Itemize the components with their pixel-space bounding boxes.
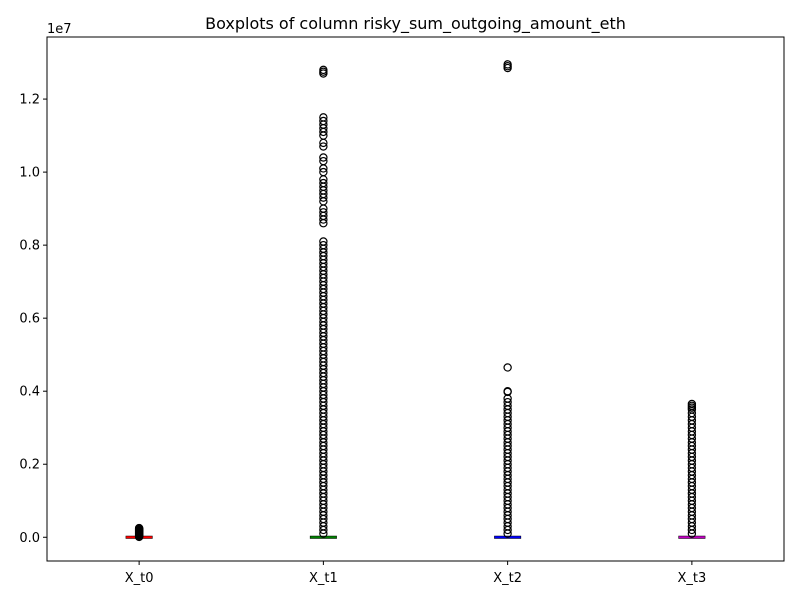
outlier-point	[319, 219, 328, 228]
outlier-point	[319, 138, 328, 148]
y-axis-scale-label: 1e7	[47, 22, 72, 37]
outlier-point	[319, 193, 328, 202]
outlier-point	[319, 127, 328, 137]
y-tick-label: 0.2	[19, 458, 40, 473]
y-tick-label: 0.4	[19, 385, 40, 400]
chart-title: Boxplots of column risky_sum_outgoing_am…	[205, 14, 626, 34]
x-tick-label: X_t0	[125, 571, 154, 586]
outlier-point	[319, 153, 328, 162]
box-X_t1	[309, 65, 337, 539]
outlier-point	[687, 529, 697, 538]
outlier-point	[503, 63, 512, 73]
outlier-point	[503, 363, 512, 372]
plot-area: 0.0 0.2 0.4 0.6 0.8 1.0 1.2 X_t0 X_t1 X_t2 X_t3	[19, 60, 706, 586]
y-tick-label: 1.2	[19, 93, 40, 108]
y-tick-label: 1.0	[19, 166, 40, 181]
outlier-point	[503, 525, 512, 535]
outlier-point	[319, 142, 328, 151]
outlier-point	[687, 525, 697, 535]
x-tick-label: X_t2	[493, 571, 522, 586]
y-tick-label: 0.6	[19, 312, 40, 327]
outlier-point	[503, 387, 512, 397]
y-tick-label: 0.8	[19, 239, 40, 254]
outlier-point	[503, 529, 512, 538]
box-X_t3	[678, 399, 706, 539]
box-X_t2	[494, 60, 522, 539]
outlier-point	[319, 164, 328, 173]
box-X_t0	[125, 523, 153, 542]
x-tick-label: X_t1	[309, 571, 338, 586]
outlier-point	[134, 532, 144, 542]
outlier-point	[319, 525, 328, 535]
axes-frame	[46, 36, 785, 562]
y-tick-label: 0.0	[19, 531, 40, 546]
x-tick-label: X_t3	[677, 571, 706, 586]
outlier-point	[319, 69, 328, 78]
outlier-point	[319, 529, 328, 538]
outlier-point	[319, 215, 328, 224]
